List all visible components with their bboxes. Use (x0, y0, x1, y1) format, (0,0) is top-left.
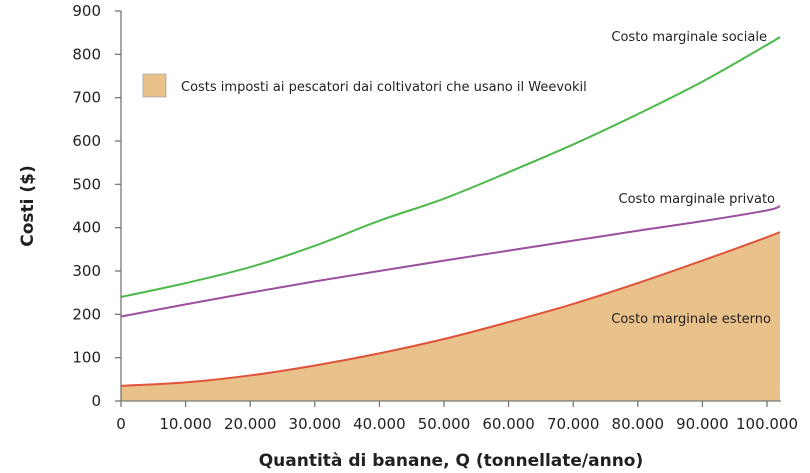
series-line-0 (120, 36, 781, 298)
y-tick-label: 0 (91, 392, 101, 410)
legend-label: Costs imposti ai pescatori dai coltivato… (181, 80, 587, 95)
x-tick-label: 0 (116, 415, 126, 433)
y-tick-label: 600 (72, 132, 101, 150)
x-tick-label: 60.000 (482, 415, 535, 433)
external-cost-area (121, 232, 780, 401)
x-tick-label: 100.000 (736, 415, 798, 433)
x-axis-label: Quantità di banane, Q (tonnellate/anno) (259, 451, 644, 471)
y-tick-label: 700 (72, 89, 101, 107)
y-tick-label: 300 (72, 262, 101, 280)
y-tick-label: 900 (72, 2, 101, 20)
x-tick-label: 20.000 (224, 415, 277, 433)
x-tick-label: 90.000 (676, 415, 729, 433)
series-label-sociale: Costo marginale sociale (611, 30, 767, 45)
x-tick-label: 30.000 (289, 415, 342, 433)
y-tick-label: 800 (72, 45, 101, 63)
y-tick-label: 500 (72, 175, 101, 193)
series-label-privato: Costo marginale privato (619, 192, 776, 207)
y-tick-label: 200 (72, 305, 101, 323)
series-line-2 (120, 231, 781, 387)
x-tick-label: 50.000 (418, 415, 471, 433)
x-tick-label: 40.000 (353, 415, 406, 433)
series-label-esterno: Costo marginale esterno (611, 312, 771, 327)
x-tick-label: 10.000 (159, 415, 212, 433)
legend-swatch (142, 73, 167, 98)
y-axis-label: Costi ($) (18, 165, 38, 247)
y-tick-label: 400 (72, 219, 101, 237)
series-line-1 (120, 205, 781, 318)
x-tick-label: 80.000 (612, 415, 665, 433)
x-tick-label: 70.000 (547, 415, 600, 433)
y-tick-label: 100 (72, 349, 101, 367)
